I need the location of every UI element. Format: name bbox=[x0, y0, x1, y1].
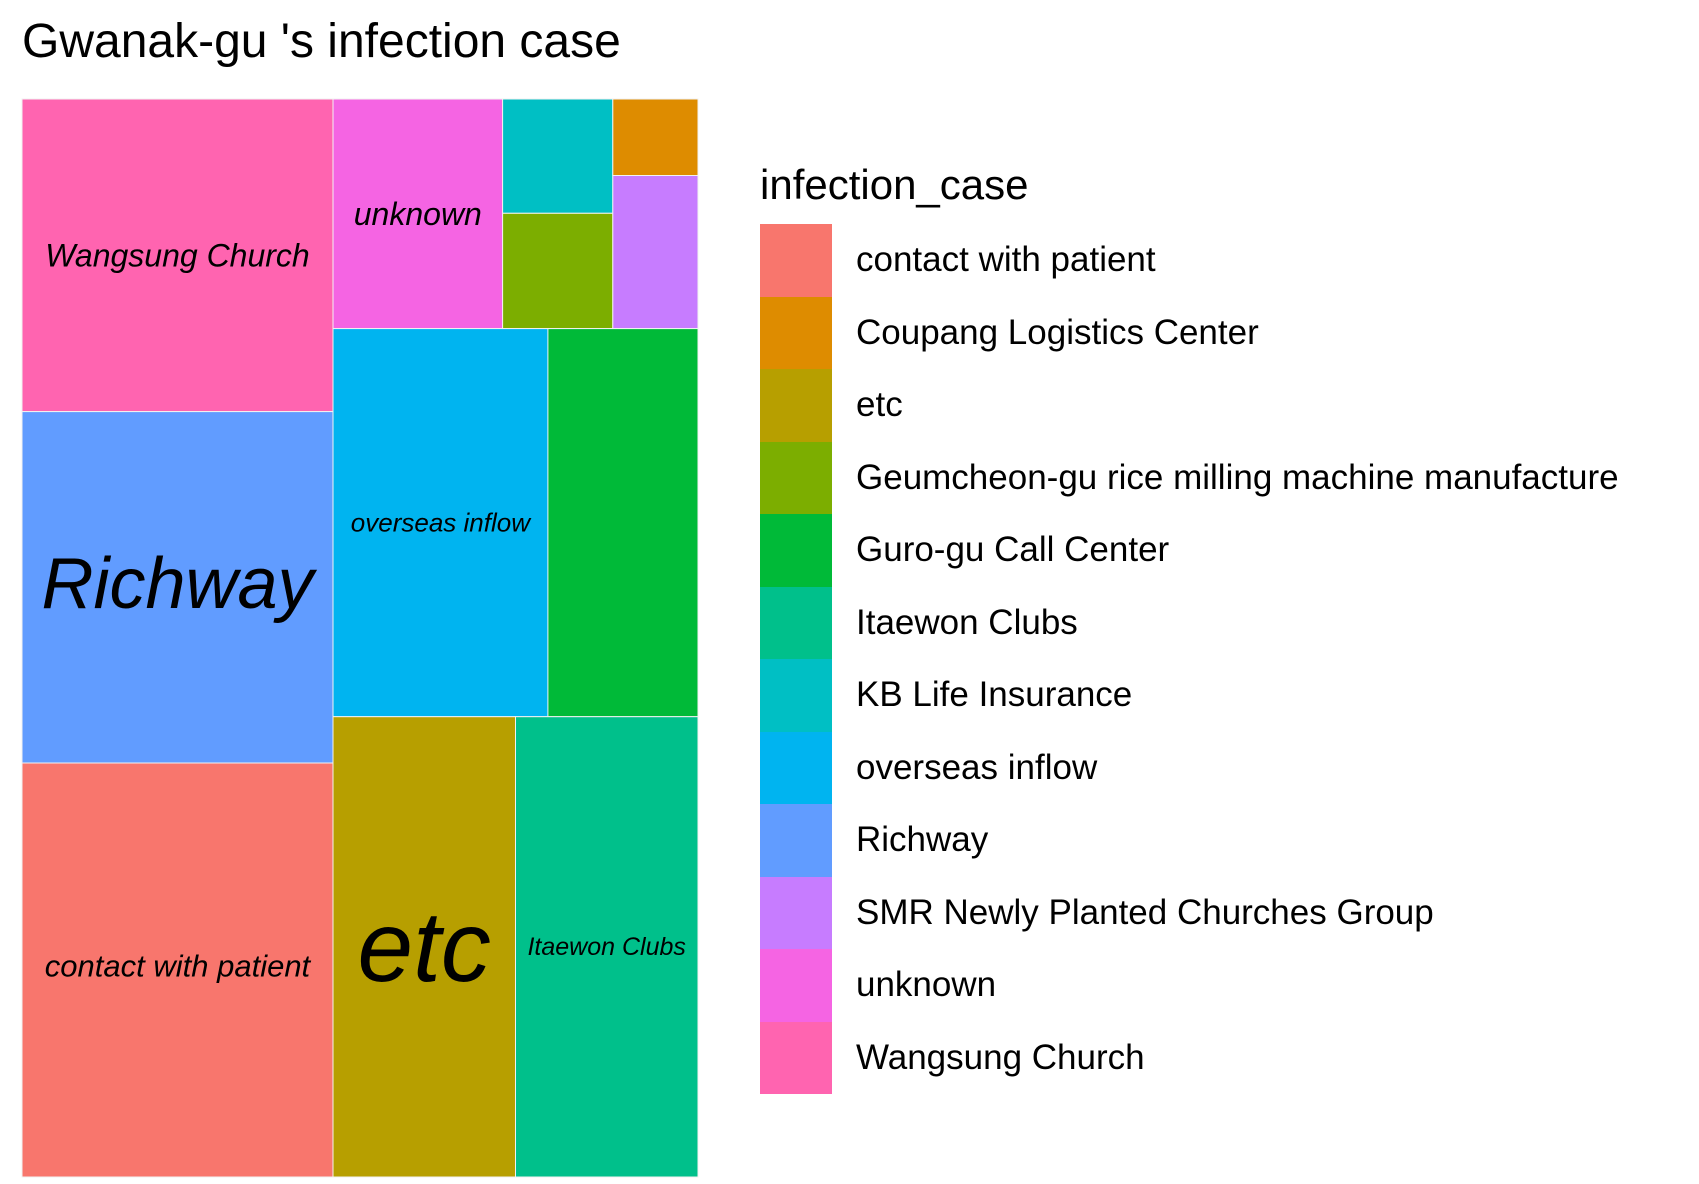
legend-items: contact with patient Coupang Logistics Ce… bbox=[760, 224, 1619, 1094]
legend-label: etc bbox=[856, 385, 903, 425]
tile-guro-gu-call-center bbox=[547, 328, 699, 718]
legend-label: Wangsung Church bbox=[856, 1037, 1145, 1077]
legend-label: unknown bbox=[856, 965, 997, 1005]
legend-item-coupang-logistics-center: Coupang Logistics Center bbox=[760, 296, 1619, 369]
tile-itaewon-clubs bbox=[515, 716, 699, 1178]
legend-item-geumcheon-gu-rice-milling-machine-manufacture: Geumcheon-gu rice milling machine manufa… bbox=[760, 441, 1619, 514]
tile-label-unknown: unknown bbox=[354, 196, 482, 232]
legend-label: SMR Newly Planted Churches Group bbox=[856, 892, 1434, 932]
tile-kb-life-insurance bbox=[502, 98, 614, 214]
legend-swatch bbox=[760, 224, 832, 297]
legend-label: contact with patient bbox=[856, 240, 1156, 280]
tile-smr-newly-planted-churches-group bbox=[612, 175, 699, 330]
legend-swatch bbox=[760, 876, 832, 949]
legend-swatch bbox=[760, 296, 832, 369]
legend-item-itaewon-clubs: Itaewon Clubs bbox=[760, 586, 1619, 659]
legend-item-richway: Richway bbox=[760, 804, 1619, 877]
tile-label-overseas-inflow: overseas inflow bbox=[351, 508, 532, 538]
tile-coupang-logistics-center bbox=[612, 98, 699, 176]
legend-item-smr-newly-planted-churches-group: SMR Newly Planted Churches Group bbox=[760, 876, 1619, 949]
legend-label: Richway bbox=[856, 820, 989, 860]
tile-geumcheon-gu-rice-milling-machine-manufacture bbox=[502, 212, 614, 330]
legend-label: Itaewon Clubs bbox=[856, 602, 1078, 642]
chart-title: Gwanak-gu 's infection case bbox=[22, 15, 621, 68]
tile-etc bbox=[332, 716, 516, 1178]
legend-label: KB Life Insurance bbox=[856, 675, 1133, 715]
legend-label: Guro-gu Call Center bbox=[856, 530, 1170, 570]
legend-swatch bbox=[760, 1021, 832, 1094]
legend-item-overseas-inflow: overseas inflow bbox=[760, 731, 1619, 804]
tile-contact-with-patient bbox=[21, 762, 334, 1178]
legend-label: overseas inflow bbox=[856, 747, 1098, 787]
legend-swatch bbox=[760, 586, 832, 659]
tile-unknown bbox=[332, 98, 504, 330]
legend-label: Coupang Logistics Center bbox=[856, 312, 1259, 352]
legend-swatch bbox=[760, 441, 832, 514]
legend-swatch bbox=[760, 731, 832, 804]
legend: infection_case contact with patient Coupa… bbox=[760, 160, 1619, 1094]
legend-swatch bbox=[760, 659, 832, 732]
tile-wangsung-church bbox=[21, 98, 334, 413]
legend-title: infection_case bbox=[760, 161, 1029, 208]
tile-label-wangsung-church: Wangsung Church bbox=[45, 237, 309, 273]
legend-label: Geumcheon-gu rice milling machine manufa… bbox=[856, 457, 1619, 497]
tile-label-etc: etc bbox=[357, 891, 490, 1003]
legend-swatch bbox=[760, 369, 832, 442]
tile-richway bbox=[21, 411, 334, 764]
legend-swatch bbox=[760, 804, 832, 877]
tile-label-contact-with-patient: contact with patient bbox=[45, 948, 312, 983]
tile-label-itaewon-clubs: Itaewon Clubs bbox=[527, 933, 685, 961]
legend-item-etc: etc bbox=[760, 369, 1619, 442]
legend-item-wangsung-church: Wangsung Church bbox=[760, 1021, 1619, 1094]
legend-item-contact-with-patient: contact with patient bbox=[760, 224, 1619, 297]
legend-item-kb-life-insurance: KB Life Insurance bbox=[760, 659, 1619, 732]
tile-label-richway: Richway bbox=[41, 544, 317, 624]
legend-item-guro-gu-call-center: Guro-gu Call Center bbox=[760, 514, 1619, 587]
legend-swatch bbox=[760, 949, 832, 1022]
legend-swatch bbox=[760, 514, 832, 587]
treemap-plot: Wangsung Church Richway contact with patie… bbox=[21, 98, 699, 1178]
legend-item-unknown: unknown bbox=[760, 949, 1619, 1022]
